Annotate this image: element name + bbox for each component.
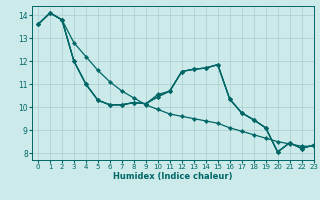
X-axis label: Humidex (Indice chaleur): Humidex (Indice chaleur) — [113, 172, 233, 181]
